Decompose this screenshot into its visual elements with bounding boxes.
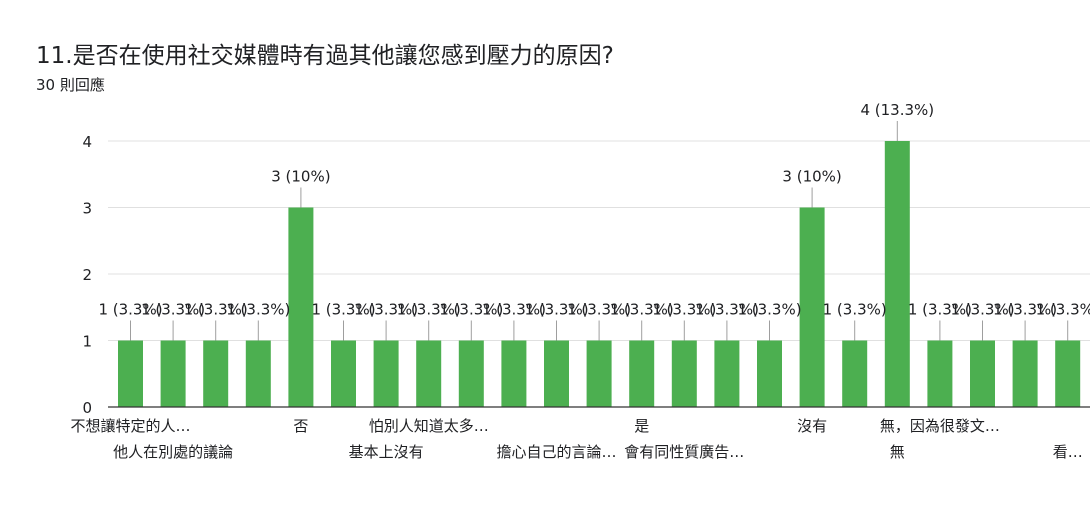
x-tick-label: 會有同性質廣告… [624, 443, 744, 461]
x-tick-label: 沒有 [797, 417, 827, 435]
bar [458, 340, 484, 407]
data-label: 1 (3.3%) [397, 301, 461, 319]
y-tick-label: 4 [82, 133, 92, 151]
data-label: 1 (3.3%) [184, 301, 248, 319]
bar [927, 340, 953, 407]
data-label: 1 (3.3%) [950, 301, 1014, 319]
x-tick-label: 無，因為很發文… [880, 417, 1000, 435]
y-axis-ticks: 0 1 2 3 4 [82, 133, 92, 417]
y-tick-label: 0 [82, 399, 92, 417]
data-label: 1 (3.3%) [908, 301, 972, 319]
bar [1012, 340, 1038, 407]
response-count: 30 則回應 [36, 76, 105, 94]
data-labels: 1 (3.3%)1 (3.3%)1 (3.3%)1 (3.3%)3 (10%)1… [98, 101, 1090, 319]
bar [501, 340, 527, 407]
data-label-leaders [130, 121, 1069, 341]
y-tick-label: 1 [82, 333, 92, 351]
data-label: 3 (10%) [271, 168, 330, 186]
data-label: 1 (3.3%) [695, 301, 759, 319]
data-label: 1 (3.3%) [141, 301, 205, 319]
bar [203, 340, 229, 407]
data-label: 1 (3.3%) [993, 301, 1057, 319]
x-tick-label: 看… [1053, 443, 1083, 461]
bar [331, 340, 356, 407]
bar [629, 340, 655, 407]
bar [1055, 340, 1081, 407]
bar [671, 340, 697, 407]
x-tick-label: 他人在別處的議論 [113, 443, 233, 461]
data-label: 1 (3.3%) [311, 301, 375, 319]
data-label: 1 (3.3%) [737, 301, 801, 319]
bar [544, 340, 569, 407]
bar [416, 340, 442, 407]
x-tick-label: 是 [634, 417, 649, 435]
data-label: 1 (3.3%) [439, 301, 503, 319]
bar [799, 207, 825, 407]
data-label: 1 (3.3%) [1036, 301, 1090, 319]
x-tick-label: 無 [890, 443, 905, 461]
bar [586, 340, 612, 407]
data-label: 4 (13.3%) [860, 101, 934, 119]
question-title: 11.是否在使用社交媒體時有過其他讓您感到壓力的原因? [36, 43, 614, 69]
x-tick-label: 怕別人知道太多… [369, 417, 489, 435]
data-label: 1 (3.3%) [98, 301, 162, 319]
bar [373, 340, 399, 407]
y-tick-label: 3 [82, 200, 92, 218]
data-label: 3 (10%) [782, 168, 841, 186]
data-label: 1 (3.3%) [652, 301, 716, 319]
bar [884, 141, 910, 407]
data-label: 1 (3.3%) [567, 301, 631, 319]
bar [245, 340, 271, 407]
y-tick-label: 2 [82, 266, 92, 284]
data-label: 1 (3.3%) [226, 301, 290, 319]
x-tick-label: 不想讓特定的人… [70, 417, 190, 435]
data-label: 1 (3.3%) [524, 301, 588, 319]
data-label: 1 (3.3%) [823, 301, 887, 319]
x-tick-label: 基本上沒有 [349, 443, 424, 461]
bar [714, 340, 740, 407]
data-label: 1 (3.3%) [610, 301, 674, 319]
data-label: 1 (3.3%) [354, 301, 418, 319]
data-label: 1 (3.3%) [482, 301, 546, 319]
bar [160, 340, 186, 407]
x-tick-label: 否 [293, 417, 308, 435]
bars [118, 141, 1081, 407]
bar [118, 340, 143, 407]
bar [757, 340, 782, 407]
x-tick-label: 擔心自己的言論… [496, 443, 616, 461]
bar [842, 340, 868, 407]
bar [288, 207, 314, 407]
bar [970, 340, 995, 407]
